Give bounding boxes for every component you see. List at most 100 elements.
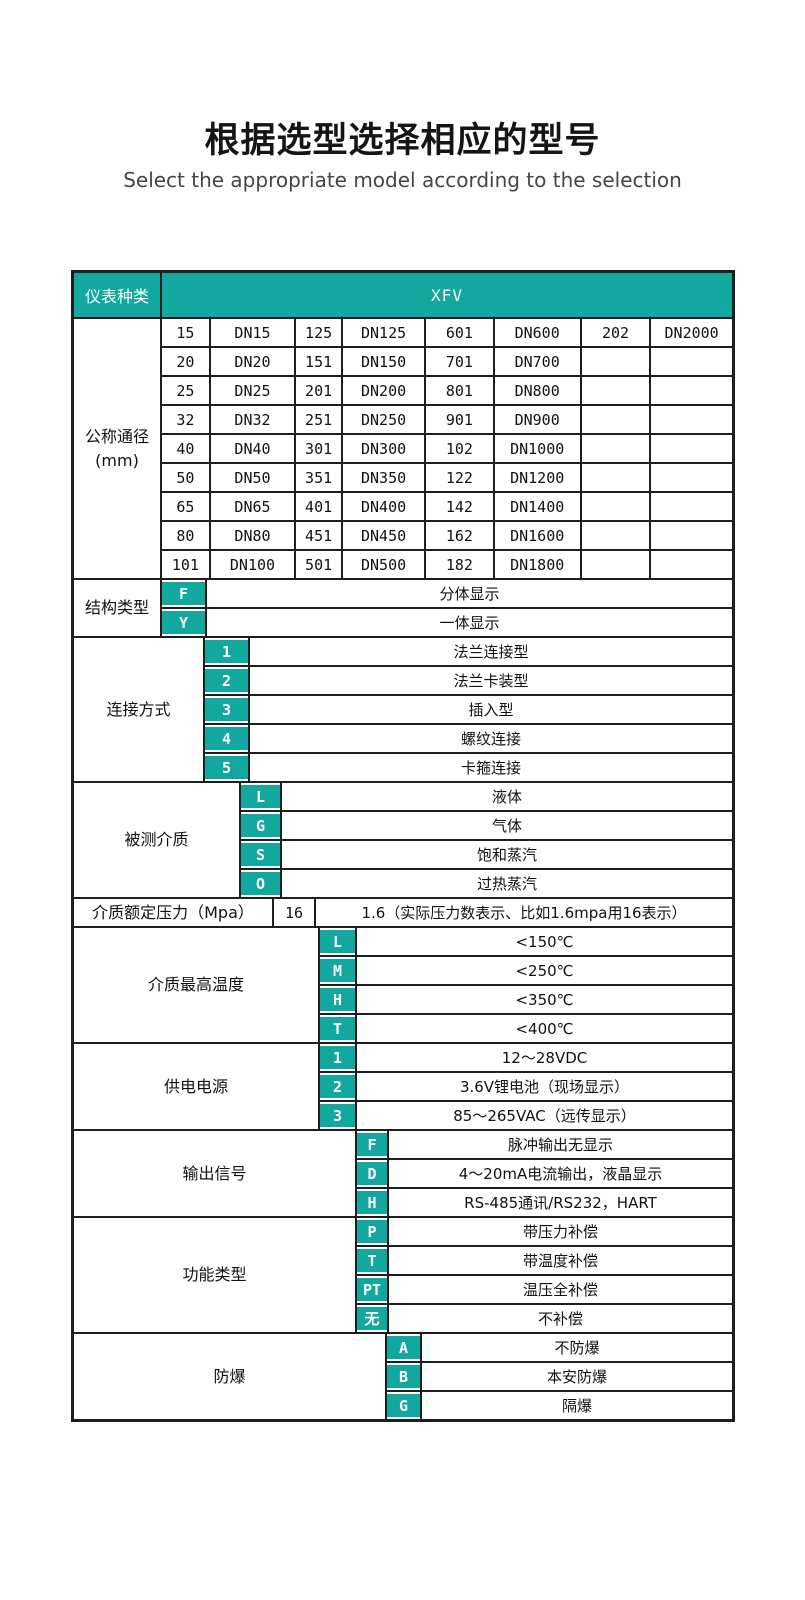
option-code-cell: PT xyxy=(357,1276,387,1303)
option-desc: <250℃ xyxy=(355,957,732,984)
section-max-temperature: 介质最高温度 L <150℃ M <250℃ H <350℃ T <400℃ xyxy=(74,926,732,1042)
section-options: 1 法兰连接型 2 法兰卡装型 3 插入型 4 螺纹连接 5 卡箍连接 xyxy=(205,638,732,781)
section-label: 功能类型 xyxy=(74,1218,357,1332)
option-row: Y 一体显示 xyxy=(162,607,732,636)
option-code-chip: G xyxy=(241,814,280,837)
diameter-code-cell: 601 xyxy=(424,319,492,346)
section-explosion-proof: 防爆 A 不防爆 B 本安防爆 G 隔爆 xyxy=(74,1332,732,1419)
option-row: G 气体 xyxy=(241,810,732,839)
option-desc: 气体 xyxy=(280,812,732,839)
section-power-supply: 供电电源 1 12～28VDC 2 3.6V锂电池（现场显示） 3 85～265VAC（远传… xyxy=(74,1042,732,1129)
option-code-cell: S xyxy=(241,841,280,868)
option-code-chip: 5 xyxy=(205,756,248,779)
option-code-chip: D xyxy=(357,1162,387,1185)
model-code-value: XFV xyxy=(431,285,463,305)
section-options: F 分体显示 Y 一体显示 xyxy=(162,580,732,636)
diameter-dn-cell: DN600 xyxy=(492,319,580,346)
table-header-row: 仪表种类 XFV xyxy=(74,273,732,317)
option-code-chip: F xyxy=(357,1133,387,1156)
option-row: 16 1.6（实际压力数表示、比如1.6mpa用16表示） xyxy=(274,899,732,926)
section-output-signal: 输出信号 F 脉冲输出无显示 D 4～20mA电流输出，液晶显示 H RS-485通讯/RS… xyxy=(74,1129,732,1216)
option-row: 1 12～28VDC xyxy=(320,1044,732,1071)
diameter-code-cell: 142 xyxy=(424,493,492,520)
diameter-label-unit: (mm) xyxy=(95,450,139,470)
option-desc: 温压全补偿 xyxy=(387,1276,732,1303)
option-row: O 过热蒸汽 xyxy=(241,868,732,897)
diameter-code-cell: 15 xyxy=(176,323,195,342)
section-structure-type: 结构类型 F 分体显示 Y 一体显示 xyxy=(74,578,732,636)
option-code-chip: PT xyxy=(357,1278,387,1301)
diameter-dn-cell xyxy=(649,522,732,549)
diameter-code-cell: 122 xyxy=(424,464,492,491)
diameter-code-cell: 182 xyxy=(424,551,492,578)
diameter-row: 15 DN15 125 DN125 601 DN600 202 DN2000 xyxy=(162,319,732,346)
option-code-chip: 3 xyxy=(320,1104,355,1127)
section-options: A 不防爆 B 本安防爆 G 隔爆 xyxy=(387,1334,732,1419)
diameter-code-cell xyxy=(579,464,650,491)
option-desc: <400℃ xyxy=(355,1015,732,1042)
option-code-cell: 无 xyxy=(357,1305,387,1332)
option-row: 3 插入型 xyxy=(205,694,732,723)
diameter-code-cell: 50 xyxy=(176,468,195,487)
option-row: A 不防爆 xyxy=(387,1334,732,1361)
option-desc: 带温度补偿 xyxy=(387,1247,732,1274)
option-desc: 带压力补偿 xyxy=(387,1218,732,1245)
diameter-section-label: 公称通径 (mm) xyxy=(74,319,162,578)
diameter-dn-cell xyxy=(649,551,732,578)
option-desc: 液体 xyxy=(280,783,732,810)
diameter-dn-cell: DN40 xyxy=(208,435,295,462)
option-row: H <350℃ xyxy=(320,984,732,1013)
option-row: PT 温压全补偿 xyxy=(357,1274,732,1303)
diameter-dn-cell: DN2000 xyxy=(649,319,732,346)
diameter-code-cell: 162 xyxy=(424,522,492,549)
option-desc: 一体显示 xyxy=(205,609,732,636)
option-code-cell: H xyxy=(320,986,355,1013)
diameter-dn-cell: DN125 xyxy=(340,319,424,346)
diameter-dn-cell: DN200 xyxy=(340,377,424,404)
option-code-cell: T xyxy=(357,1247,387,1274)
option-row: T 带温度补偿 xyxy=(357,1245,732,1274)
option-code-chip: T xyxy=(357,1249,387,1272)
option-code-cell: B xyxy=(387,1363,420,1390)
section-options: L 液体 G 气体 S 饱和蒸汽 O 过热蒸汽 xyxy=(241,783,732,897)
diameter-dn-cell: DN700 xyxy=(492,348,580,375)
diameter-dn-cell: DN32 xyxy=(208,406,295,433)
diameter-dn-cell: DN300 xyxy=(340,435,424,462)
option-code-cell: 2 xyxy=(205,667,248,694)
diameter-row: 80 DN80 451 DN450 162 DN1600 xyxy=(162,520,732,549)
option-code-chip: G xyxy=(387,1394,420,1417)
section-options: 16 1.6（实际压力数表示、比如1.6mpa用16表示） xyxy=(274,899,732,926)
option-code-cell: 2 xyxy=(320,1073,355,1100)
instrument-type-label: 仪表种类 xyxy=(74,273,162,317)
option-code-cell: L xyxy=(320,928,355,955)
option-code-cell: 1 xyxy=(205,638,248,665)
option-desc: 分体显示 xyxy=(205,580,732,607)
diameter-code-cell: 801 xyxy=(424,377,492,404)
option-desc: 法兰卡装型 xyxy=(248,667,732,694)
option-code-chip: B xyxy=(387,1365,420,1388)
diameter-dn-cell: DN20 xyxy=(208,348,295,375)
option-row: D 4～20mA电流输出，液晶显示 xyxy=(357,1158,732,1187)
diameter-code-cell: 501 xyxy=(294,551,341,578)
option-desc: 插入型 xyxy=(248,696,732,723)
option-code-chip: 无 xyxy=(357,1307,387,1330)
option-desc: <350℃ xyxy=(355,986,732,1013)
diameter-dn-cell: DN1800 xyxy=(492,551,580,578)
diameter-code-cell: 80 xyxy=(176,526,195,545)
diameter-section: 公称通径 (mm) 15 DN15 125 DN125 601 DN600 202 DN200… xyxy=(74,317,732,578)
diameter-code-cell: 251 xyxy=(294,406,341,433)
option-desc: RS-485通讯/RS232，HART xyxy=(387,1189,732,1216)
option-code-chip: L xyxy=(241,785,280,808)
option-desc: 脉冲输出无显示 xyxy=(387,1131,732,1158)
option-desc: 卡箍连接 xyxy=(248,754,732,781)
option-code-cell: 3 xyxy=(320,1102,355,1129)
section-options: 1 12～28VDC 2 3.6V锂电池（现场显示） 3 85～265VAC（远传显示） xyxy=(320,1044,732,1129)
option-code-cell: M xyxy=(320,957,355,984)
option-desc: 饱和蒸汽 xyxy=(280,841,732,868)
option-code-cell: F xyxy=(162,580,205,607)
diameter-dn-cell: DN1000 xyxy=(492,435,580,462)
option-code-cell: 5 xyxy=(205,754,248,781)
diameter-code-cell: 20 xyxy=(176,352,195,371)
diameter-dn-cell xyxy=(649,464,732,491)
diameter-dn-cell: DN500 xyxy=(340,551,424,578)
